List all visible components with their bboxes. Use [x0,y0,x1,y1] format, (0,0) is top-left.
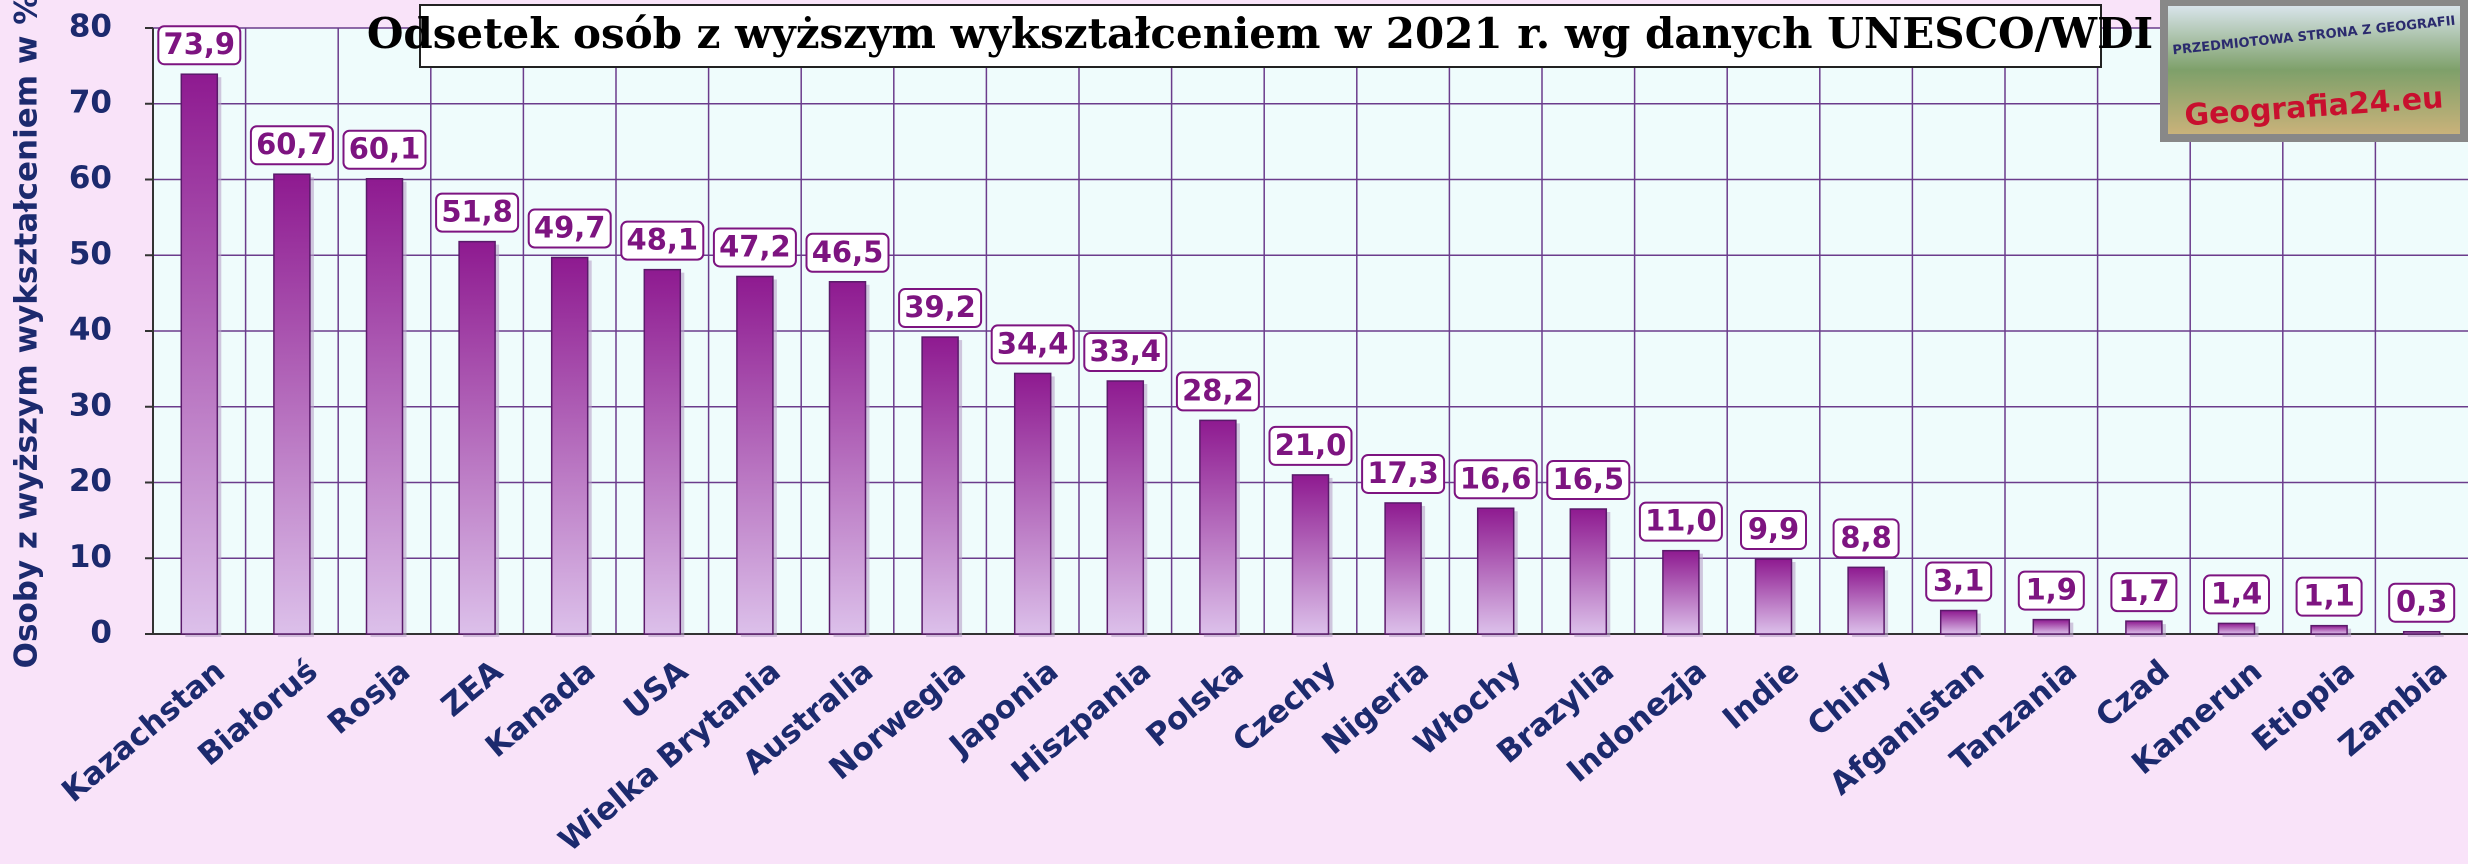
bar [367,179,403,634]
value-label: 17,3 [1367,456,1439,490]
value-label: 11,0 [1645,504,1717,538]
bar [1385,503,1421,634]
bar [181,74,217,634]
value-label: 73,9 [164,27,236,61]
value-label: 1,1 [2303,579,2354,613]
value-label: 1,9 [2026,573,2077,607]
y-tick-label: 10 [69,539,112,575]
value-label: 33,4 [1090,334,1162,368]
value-label: 51,8 [441,195,513,229]
bar [1941,611,1977,634]
bar [2126,621,2162,634]
y-tick-label: 50 [69,236,112,272]
bar [830,282,866,634]
value-label: 16,6 [1460,461,1532,495]
bar [1848,567,1884,634]
value-label: 60,1 [349,132,421,166]
y-tick-label: 20 [69,463,112,499]
value-label: 46,5 [812,235,884,269]
bar [1107,381,1143,634]
bar [644,270,680,634]
value-label: 34,4 [997,326,1069,360]
bar [922,337,958,634]
value-label: 3,1 [1933,564,1984,598]
chart: 01020304050607080Kazachstan73,9Białoruś6… [0,0,2468,864]
bar-shadow [2408,635,2444,637]
value-label: 1,7 [2118,574,2169,608]
value-label: 16,5 [1553,462,1625,496]
y-tick-label: 80 [69,9,112,45]
y-tick-label: 0 [90,615,112,651]
bar [1663,551,1699,634]
bar [2219,623,2255,634]
y-tick-label: 30 [69,387,112,423]
bar [274,174,310,634]
value-label: 47,2 [719,229,791,263]
bar [459,242,495,634]
bar [1756,559,1792,634]
value-label: 28,2 [1182,373,1254,407]
bar [1015,373,1051,634]
bar [552,258,588,634]
bar [1293,475,1329,634]
y-tick-label: 60 [69,160,112,196]
value-label: 0,3 [2396,585,2447,619]
bar [2404,632,2440,634]
y-tick-label: 40 [69,312,112,348]
chart-title: Odsetek osób z wyższym wykształceniem w … [367,9,2153,58]
value-label: 8,8 [1840,520,1891,554]
bar [1200,420,1236,634]
value-label: 60,7 [256,127,328,161]
y-axis-label: Osoby z wyższym wykształceniem w % [9,0,45,668]
value-label: 9,9 [1748,512,1799,546]
value-label: 48,1 [627,223,699,257]
bar [2033,620,2069,634]
bar [737,276,773,634]
value-label: 39,2 [904,290,976,324]
bar [1478,508,1514,634]
bar [1570,509,1606,634]
y-tick-label: 70 [69,84,112,120]
bar [2311,626,2347,634]
value-label: 49,7 [534,211,606,245]
value-label: 1,4 [2211,576,2262,610]
value-label: 21,0 [1275,428,1347,462]
